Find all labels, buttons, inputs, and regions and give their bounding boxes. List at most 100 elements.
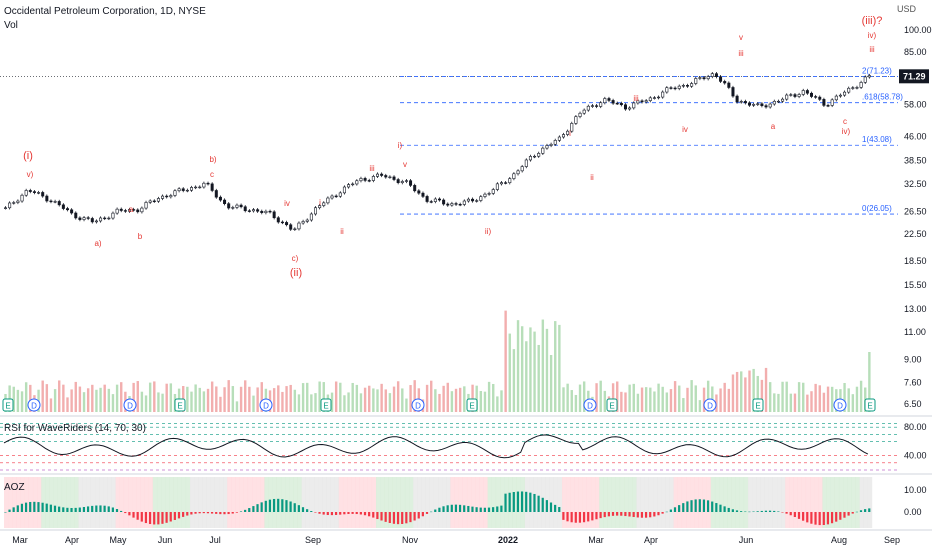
aoz-zone — [152, 477, 158, 528]
candle-body — [578, 112, 582, 117]
candle-body — [805, 90, 809, 94]
candle-body — [673, 87, 677, 90]
candle-body — [309, 213, 313, 221]
candle — [516, 169, 520, 176]
time-axis-label: Jun — [158, 535, 173, 545]
volume-bar — [434, 389, 437, 412]
volume-bar — [136, 381, 139, 412]
volume-bar — [297, 394, 301, 412]
candle-body — [524, 159, 528, 167]
aoz-bar — [190, 512, 193, 515]
volume-bar — [165, 383, 168, 412]
volume-bar — [533, 331, 536, 412]
aoz-zone — [136, 477, 141, 528]
aoz-bar — [210, 512, 214, 514]
volume-bar — [748, 370, 751, 412]
aoz-bar — [558, 507, 561, 512]
volume-bar — [186, 386, 189, 412]
aoz-bar — [644, 512, 648, 518]
aoz-bar — [442, 506, 445, 512]
candle-body — [140, 207, 144, 213]
candle-body — [719, 76, 723, 82]
candle-body — [363, 178, 367, 181]
aoz-bar — [731, 509, 734, 512]
aoz-bar — [454, 504, 458, 512]
candle-body — [119, 208, 123, 211]
aoz-zone — [421, 477, 426, 528]
candle-body — [20, 194, 24, 202]
aoz-bar — [372, 512, 375, 518]
candle-body — [545, 145, 549, 149]
aoz-zone — [400, 477, 406, 528]
aoz-bar — [215, 512, 218, 514]
dividend-marker-circle — [27, 398, 41, 412]
aoz-bar — [153, 512, 156, 525]
aoz-zone — [53, 477, 58, 528]
volume-bar — [599, 380, 602, 412]
volume-bar — [686, 387, 689, 412]
candle — [442, 198, 446, 206]
aoz-zone — [45, 477, 50, 528]
aoz-zone — [462, 477, 468, 528]
volume-bar — [512, 349, 516, 412]
aoz-bar — [330, 512, 334, 516]
candle-body — [433, 198, 437, 202]
candle-body — [772, 100, 776, 105]
candle — [801, 88, 805, 97]
aoz-bar — [649, 512, 652, 518]
candle — [851, 86, 855, 90]
aoz-bar — [640, 512, 644, 518]
candle-body — [45, 195, 49, 202]
volume-bar — [301, 383, 305, 412]
candle-body — [53, 201, 57, 203]
candle-body — [148, 200, 152, 203]
volume-bar — [723, 382, 726, 412]
candle — [70, 208, 74, 215]
aoz-zone — [392, 477, 397, 528]
wave-label: (i) — [23, 150, 33, 162]
candle — [53, 199, 57, 204]
aoz-zone — [590, 477, 596, 528]
aoz-bar — [475, 507, 478, 512]
price-tick-label: 15.50 — [904, 280, 927, 290]
wave-label: ii) — [485, 227, 492, 236]
time-axis-label: Apr — [644, 535, 658, 545]
aoz-zone — [86, 477, 91, 528]
candle-body — [152, 200, 156, 203]
candle-body — [223, 199, 227, 204]
aoz-zone — [347, 477, 352, 528]
candle — [28, 188, 32, 194]
aoz-bar — [380, 512, 383, 521]
volume-bar — [70, 389, 73, 412]
candle — [545, 143, 549, 150]
candle-body — [822, 99, 826, 106]
aoz-zone — [834, 477, 840, 528]
candle — [49, 199, 53, 204]
candle — [698, 75, 702, 81]
volume-bar — [777, 393, 780, 412]
candle-body — [702, 77, 706, 80]
candle — [590, 104, 594, 108]
aoz-zone — [855, 477, 860, 528]
volume-bar — [190, 391, 193, 412]
aoz-zone — [607, 477, 612, 528]
aoz-bar — [339, 512, 342, 515]
aoz-zone — [665, 477, 670, 528]
candle — [756, 102, 760, 107]
aoz-bar — [239, 511, 243, 512]
volume-bar — [430, 380, 433, 412]
candle-body — [636, 100, 640, 104]
candle — [231, 205, 235, 210]
volume-bar — [219, 396, 222, 412]
aoz-zone — [652, 477, 658, 528]
earnings-marker-box — [320, 398, 332, 412]
aoz-zone — [830, 477, 835, 528]
aoz-zone — [768, 477, 773, 528]
candle-body — [768, 103, 772, 108]
candle — [665, 86, 669, 94]
candle-body — [342, 186, 346, 194]
candle — [644, 99, 648, 104]
rsi-tick-label: 80.00 — [904, 422, 927, 432]
aoz-zone — [805, 477, 811, 528]
